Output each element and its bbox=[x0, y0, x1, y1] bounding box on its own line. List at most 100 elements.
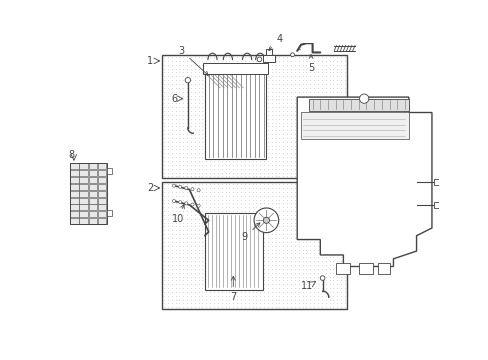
Point bbox=[264, 104, 271, 110]
Point bbox=[175, 197, 183, 202]
Point bbox=[160, 235, 167, 241]
Point bbox=[202, 270, 210, 275]
Point bbox=[241, 243, 248, 249]
Point bbox=[317, 131, 325, 137]
Point bbox=[313, 289, 321, 295]
Point bbox=[329, 54, 337, 60]
Point bbox=[167, 143, 175, 148]
Point bbox=[194, 77, 202, 83]
Point bbox=[225, 228, 233, 233]
Point bbox=[217, 274, 225, 279]
Point bbox=[237, 139, 244, 145]
Point bbox=[294, 212, 302, 218]
Point bbox=[286, 127, 294, 133]
Point bbox=[202, 143, 210, 148]
Point bbox=[183, 204, 191, 210]
Point bbox=[271, 278, 279, 283]
Point bbox=[198, 150, 206, 156]
Point bbox=[333, 174, 341, 179]
Point bbox=[183, 239, 191, 245]
Point bbox=[183, 150, 191, 156]
Point bbox=[237, 235, 244, 241]
Point bbox=[179, 104, 187, 110]
Point bbox=[229, 285, 237, 291]
Point bbox=[340, 235, 348, 241]
Point bbox=[214, 120, 222, 125]
Point bbox=[279, 204, 286, 210]
Point bbox=[163, 258, 171, 264]
Point bbox=[340, 262, 348, 268]
Point bbox=[256, 212, 264, 218]
Point bbox=[321, 208, 329, 214]
Point bbox=[279, 193, 286, 198]
Point bbox=[313, 231, 321, 237]
Point bbox=[256, 281, 264, 287]
Point bbox=[225, 289, 233, 295]
Point bbox=[286, 258, 294, 264]
Point bbox=[256, 228, 264, 233]
Bar bbox=[70, 211, 79, 217]
Point bbox=[179, 235, 187, 241]
Point bbox=[210, 104, 218, 110]
Point bbox=[337, 262, 345, 268]
Point bbox=[264, 216, 271, 222]
Point bbox=[163, 127, 171, 133]
Point bbox=[256, 85, 264, 91]
Point bbox=[325, 158, 333, 164]
Point bbox=[275, 247, 283, 252]
Point bbox=[233, 181, 241, 187]
Point bbox=[210, 185, 218, 191]
Point bbox=[183, 158, 191, 164]
Point bbox=[252, 220, 260, 225]
Point bbox=[225, 112, 233, 118]
Point bbox=[271, 66, 279, 72]
Bar bbox=[79, 198, 87, 204]
Point bbox=[229, 104, 237, 110]
Point bbox=[325, 185, 333, 191]
Point bbox=[233, 301, 241, 306]
Point bbox=[190, 258, 198, 264]
Point bbox=[333, 108, 341, 114]
Point bbox=[183, 170, 191, 175]
Point bbox=[186, 62, 194, 68]
Bar bbox=[79, 218, 87, 224]
Point bbox=[163, 85, 171, 91]
Point bbox=[194, 96, 202, 102]
Point bbox=[244, 274, 252, 279]
Point bbox=[179, 293, 187, 299]
Point bbox=[267, 120, 275, 125]
Point bbox=[286, 228, 294, 233]
Point bbox=[267, 185, 275, 191]
Point bbox=[279, 174, 286, 179]
Point bbox=[186, 100, 194, 106]
Point bbox=[233, 274, 241, 279]
Point bbox=[283, 281, 290, 287]
Point bbox=[186, 301, 194, 306]
Point bbox=[186, 174, 194, 179]
Point bbox=[214, 305, 222, 310]
Point bbox=[248, 220, 256, 225]
Point bbox=[340, 289, 348, 295]
Point bbox=[237, 201, 244, 206]
Point bbox=[256, 143, 264, 148]
Point bbox=[321, 154, 329, 160]
Point bbox=[225, 123, 233, 129]
Point bbox=[256, 158, 264, 164]
Point bbox=[252, 93, 260, 98]
Point bbox=[252, 228, 260, 233]
Point bbox=[264, 81, 271, 87]
Point bbox=[175, 93, 183, 98]
Point bbox=[264, 120, 271, 125]
Point bbox=[264, 158, 271, 164]
Point bbox=[279, 127, 286, 133]
Point bbox=[179, 193, 187, 198]
Point bbox=[329, 69, 337, 75]
Point bbox=[337, 58, 345, 64]
Point bbox=[163, 297, 171, 302]
Point bbox=[309, 270, 317, 275]
Point bbox=[225, 93, 233, 98]
Point bbox=[229, 278, 237, 283]
Point bbox=[294, 73, 302, 79]
Point bbox=[167, 162, 175, 168]
Bar bbox=[88, 170, 97, 176]
